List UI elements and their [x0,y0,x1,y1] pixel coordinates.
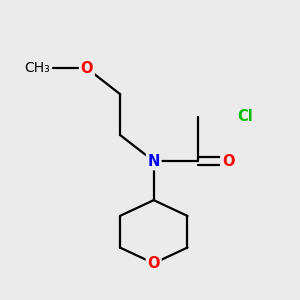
Text: O: O [222,154,234,169]
Text: CH₃: CH₃ [24,61,50,75]
Text: O: O [148,256,160,271]
Text: Cl: Cl [237,109,253,124]
Text: N: N [148,154,160,169]
Text: O: O [81,61,93,76]
